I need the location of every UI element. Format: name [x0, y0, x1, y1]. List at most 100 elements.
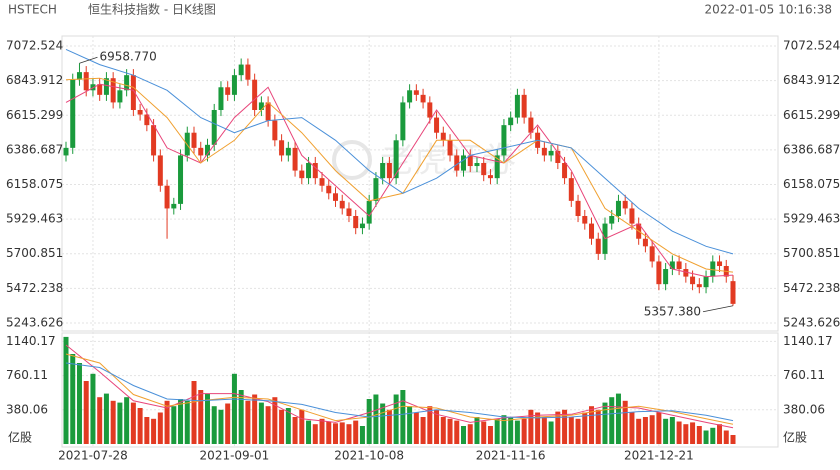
volume-bar: [90, 373, 96, 444]
volume-bar: [306, 420, 312, 444]
candle-body: [649, 246, 655, 262]
candle-body: [467, 155, 473, 167]
volume-bar: [191, 381, 197, 444]
volume-bar: [312, 424, 318, 444]
x-tick-label: 2021-09-01: [200, 449, 270, 463]
y-tick-label: 380.06: [783, 402, 825, 416]
volume-bar: [63, 336, 69, 444]
chart-title: 恒生科技指数 - 日K线图: [88, 2, 216, 17]
candle-body: [346, 208, 352, 217]
candle-body: [447, 140, 453, 156]
volume-bar: [211, 406, 217, 444]
candle-body: [326, 185, 332, 194]
candle-body: [238, 64, 244, 76]
candle-body: [258, 102, 264, 110]
volume-bar: [710, 427, 716, 444]
volume-bar: [332, 423, 338, 444]
volume-bar: [629, 412, 635, 444]
volume-bar: [683, 424, 689, 444]
annotation: 6958.770: [99, 50, 156, 64]
candle-body: [76, 72, 82, 80]
volume-frame: [61, 332, 779, 448]
volume-bar: [676, 421, 682, 444]
volume-bar: [292, 417, 298, 444]
y-tick-label: 6386.687: [783, 142, 840, 156]
volume-bar: [407, 406, 413, 444]
candle-body: [110, 78, 116, 103]
y-tick-label: 5700.851: [6, 246, 63, 260]
y-tick-label: 6843.912: [6, 73, 63, 87]
volume-bar: [279, 409, 285, 444]
annotation-line: [702, 305, 734, 313]
y-tick-label: 6843.912: [783, 73, 840, 87]
y-tick-label: 1140.17: [6, 334, 56, 348]
watermark-logo: [332, 140, 372, 180]
y-tick-label: 5929.463: [6, 212, 63, 226]
candle-body: [211, 109, 217, 145]
volume-bar: [413, 412, 419, 444]
volume-bar: [285, 408, 291, 444]
volume-bar: [393, 394, 399, 444]
volume-bar: [663, 418, 669, 444]
symbol: HSTECH: [8, 3, 57, 17]
volume-bar: [231, 373, 237, 444]
candle-body: [420, 94, 426, 103]
candle-body: [622, 200, 628, 209]
volume-bar: [690, 422, 696, 444]
candle-body: [178, 155, 184, 204]
candle-body: [474, 163, 480, 167]
volume-bar: [76, 363, 82, 444]
timestamp: 2022-01-05 10:16:38: [705, 3, 832, 17]
volume-bar: [481, 421, 487, 444]
volume-bar: [339, 422, 345, 444]
volume-bar: [501, 415, 507, 444]
y-tick-label: 5472.238: [6, 281, 63, 295]
volume-bar: [353, 420, 359, 444]
candle-body: [528, 117, 534, 133]
candle-body: [676, 261, 682, 270]
candle-body: [83, 72, 89, 91]
y-tick-label: 6158.075: [6, 177, 63, 191]
y-tick-label: 6615.299: [783, 108, 840, 122]
ma-line: [65, 353, 734, 425]
candle-body: [386, 163, 392, 179]
candle-body: [683, 269, 689, 277]
candle-body: [285, 147, 291, 156]
volume-bar: [717, 424, 723, 444]
candle-body: [400, 102, 406, 141]
volume-bar: [602, 402, 608, 444]
candle-body: [501, 125, 507, 156]
volume-bar: [541, 417, 547, 444]
volume-bar: [184, 400, 190, 444]
y-tick-label: 1140.17: [783, 334, 833, 348]
volume-bar: [319, 418, 325, 444]
volume-bar: [400, 390, 406, 444]
volume-bar: [434, 409, 440, 444]
candle-body: [97, 84, 103, 95]
volume-bar: [137, 408, 143, 444]
x-tick-label: 2021-10-08: [334, 449, 404, 463]
volume-bar: [103, 393, 109, 444]
candle-body: [393, 140, 399, 179]
ma-line: [65, 48, 734, 255]
volume-bar: [636, 418, 642, 444]
volume-bar: [359, 426, 365, 444]
candle-body: [103, 78, 109, 95]
volume-bar: [97, 397, 103, 444]
candle-body: [454, 155, 460, 171]
candle-body: [225, 87, 231, 95]
candle-body: [359, 223, 365, 229]
volume-bar: [70, 354, 76, 444]
volume-bar: [83, 381, 89, 444]
volume-bar: [218, 409, 224, 444]
y-tick-label: 5700.851: [783, 246, 840, 260]
volume-bar: [198, 390, 204, 444]
volume-bar: [562, 409, 568, 444]
candle-body: [541, 147, 547, 156]
volume-bar: [238, 390, 244, 444]
volume-bar: [535, 412, 541, 444]
y-tick-label: 5243.626: [783, 316, 840, 330]
candle-body: [366, 200, 372, 224]
candle-body: [157, 155, 163, 186]
